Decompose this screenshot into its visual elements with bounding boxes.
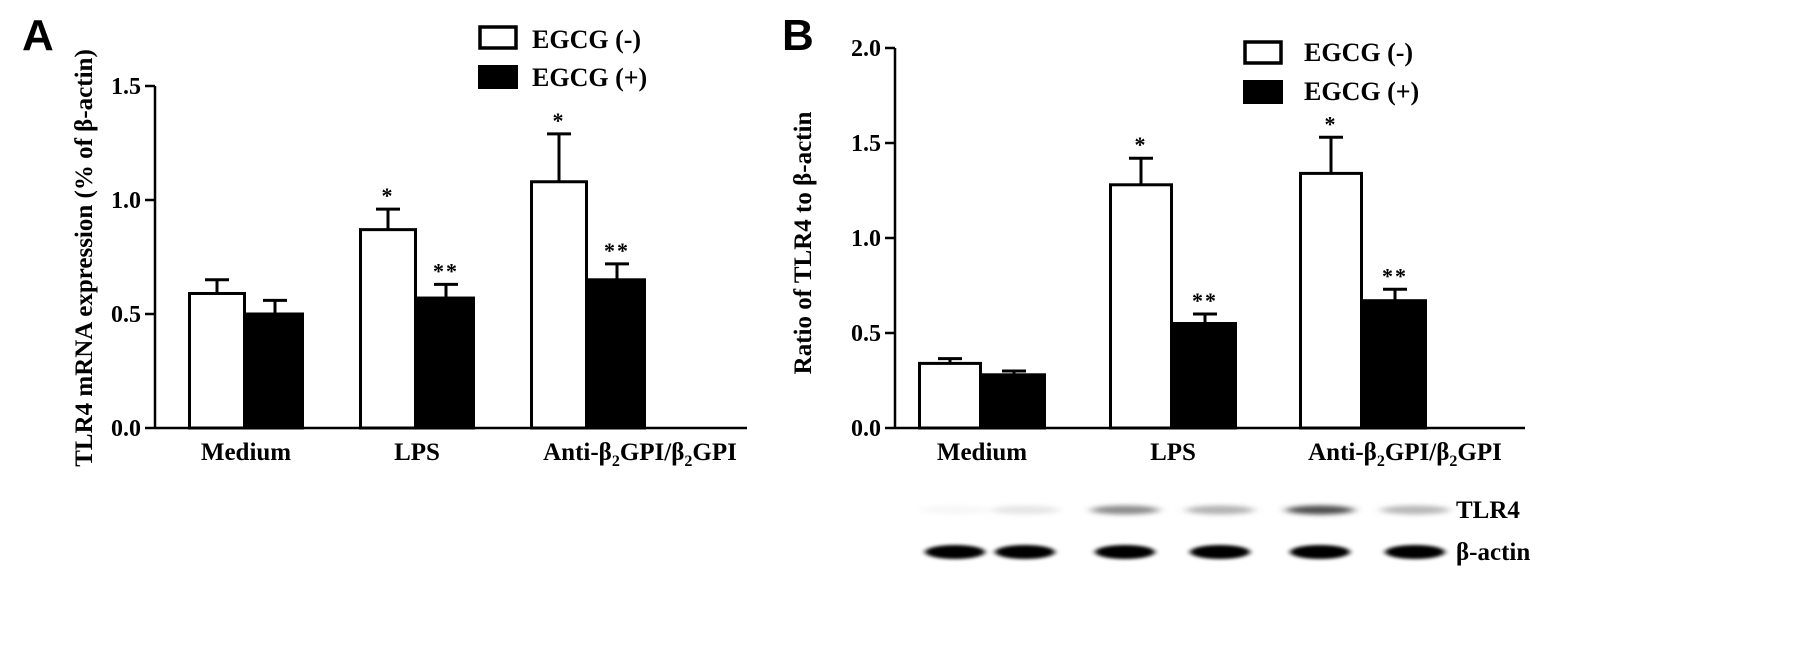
panel-a-bar (588, 278, 646, 430)
panel-b-bar (1299, 171, 1363, 430)
panel-a-category-labels: Medium LPS Anti-β2GPI/β2GPI (201, 439, 737, 470)
panel-b-y-tick-label: 0.5 (851, 321, 881, 347)
panel-b-significance-mark: * (1135, 132, 1148, 157)
blot-band-tlr4 (1286, 505, 1354, 515)
legend-swatch-egcg-minus (1243, 40, 1283, 65)
legend-swatch-egcg-plus (1243, 80, 1283, 104)
panel-a-y-tick-label: 1.0 (111, 188, 141, 214)
panel-b-y-tick-label: 1.5 (851, 131, 881, 157)
panel-b-category-label: Anti-β2GPI/β2GPI (1308, 439, 1502, 470)
panel-a-significance-mark: * (553, 108, 566, 133)
panel-a-significance-mark: ** (604, 238, 630, 263)
panel-a-bar (246, 312, 304, 430)
panel-a-significance-mark: ** (433, 258, 459, 283)
panel-b-bar (1173, 322, 1237, 430)
panel-a-bar (188, 291, 246, 430)
blot-band-beta-actin (1290, 545, 1350, 559)
blot-band-tlr4 (1091, 505, 1159, 515)
panel-b-y-axis-label: Ratio of TLR4 to β-actin (790, 112, 817, 375)
panel-b-bar (1363, 299, 1427, 430)
panel-a-category-label: LPS (394, 439, 440, 466)
panel-b-category-labels: Medium LPS Anti-β2GPI/β2GPI (937, 439, 1502, 470)
panel-b-y-tick-label: 1.0 (851, 226, 881, 252)
panel-b-y-tick-label: 0.0 (851, 416, 881, 442)
panel-b-bar (918, 361, 982, 430)
panel-b-significance-mark: ** (1192, 288, 1218, 313)
panel-a-significance-mark: * (382, 183, 395, 208)
panel-b-label: B (782, 11, 814, 60)
blot-label-beta-actin: β-actin (1456, 539, 1530, 566)
blot-band-tlr4 (991, 505, 1059, 515)
panel-a-label: A (22, 11, 54, 60)
blot-band-beta-actin (925, 545, 985, 559)
legend-label-egcg-minus: EGCG (-) (1304, 38, 1413, 67)
panel-a-ticks: 0.0 0.5 1.0 1.5 (111, 74, 155, 442)
legend-label-egcg-plus: EGCG (+) (532, 63, 647, 92)
western-blot (921, 505, 1449, 559)
panel-a: A TLR4 mRNA expression (% of β-actin) 0.… (22, 11, 747, 470)
legend-label-egcg-minus: EGCG (-) (532, 25, 641, 54)
blot-band-tlr4 (1186, 505, 1254, 515)
panel-b-category-label: LPS (1150, 439, 1196, 466)
panel-b-bars: ****** (918, 111, 1427, 430)
panel-a-category-label: Anti-β2GPI/β2GPI (543, 439, 737, 470)
panel-a-bar (530, 180, 588, 430)
panel-b-y-tick-label: 2.0 (851, 36, 881, 62)
panel-a-y-axis-label: TLR4 mRNA expression (% of β-actin) (71, 49, 98, 467)
panel-b-significance-mark: ** (1382, 263, 1408, 288)
blot-band-beta-actin (1385, 545, 1445, 559)
panel-b-legend: EGCG (-) EGCG (+) (1243, 38, 1419, 106)
panel-b: B Ratio of TLR4 to β-actin 0.0 0.5 1.0 1.5 2… (782, 11, 1530, 566)
panel-a-category-label: Medium (201, 439, 291, 466)
panel-a-legend: EGCG (-) EGCG (+) (478, 25, 647, 92)
legend-label-egcg-plus: EGCG (+) (1304, 77, 1419, 106)
panel-a-bar (417, 296, 475, 430)
blot-band-tlr4 (921, 505, 989, 515)
panel-b-significance-mark: * (1325, 111, 1338, 136)
blot-band-tlr4 (1381, 505, 1449, 515)
legend-swatch-egcg-plus (478, 65, 518, 89)
panel-a-y-tick-label: 0.5 (111, 302, 141, 328)
legend-swatch-egcg-minus (478, 25, 518, 50)
panel-b-ticks: 0.0 0.5 1.0 1.5 2.0 (851, 36, 895, 442)
panel-b-category-label: Medium (937, 439, 1027, 466)
panel-b-bar (1109, 183, 1173, 430)
blot-band-beta-actin (995, 545, 1055, 559)
blot-band-beta-actin (1095, 545, 1155, 559)
panel-a-bar (359, 228, 417, 430)
panel-a-y-tick-label: 1.5 (111, 74, 141, 100)
blot-label-tlr4: TLR4 (1456, 497, 1520, 524)
panel-a-bars: ****** (188, 108, 646, 430)
panel-b-bar (982, 373, 1046, 430)
panel-a-y-tick-label: 0.0 (111, 416, 141, 442)
blot-band-beta-actin (1190, 545, 1250, 559)
